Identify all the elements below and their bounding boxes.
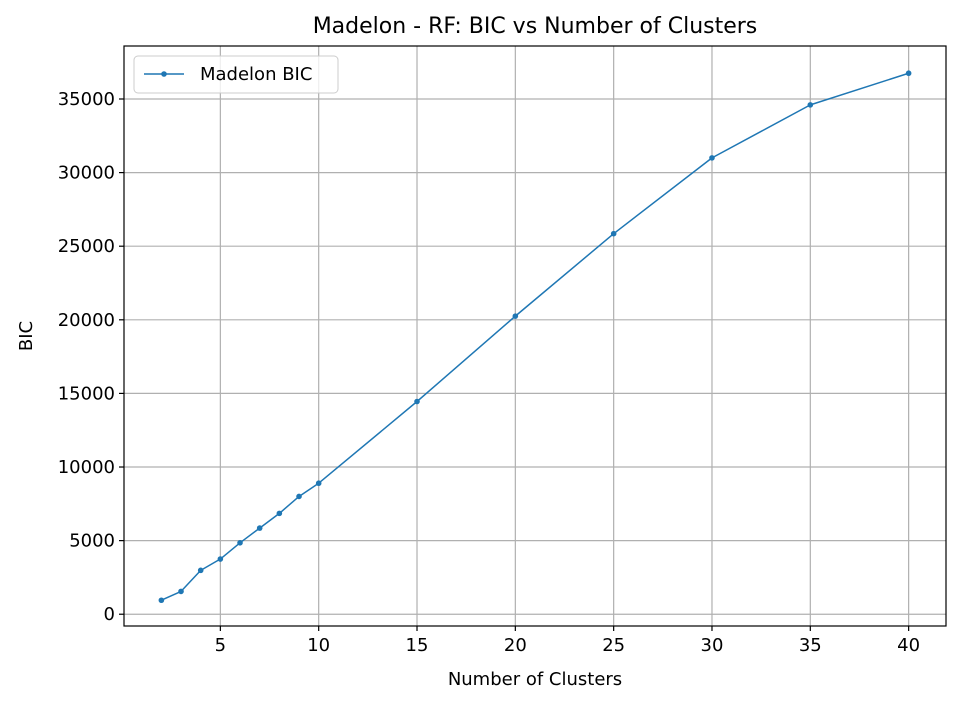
x-tick-label: 25 bbox=[602, 635, 625, 656]
x-tick-label: 35 bbox=[799, 635, 822, 656]
y-tick-label: 15000 bbox=[58, 383, 115, 404]
data-point bbox=[296, 493, 302, 500]
x-tick-label: 20 bbox=[504, 635, 527, 656]
legend-box bbox=[133, 55, 339, 94]
data-point bbox=[315, 480, 322, 487]
x-axis-label: Number of Clusters bbox=[448, 669, 622, 690]
data-point bbox=[512, 313, 519, 319]
y-tick-label: 5000 bbox=[69, 531, 115, 552]
y-tick-label: 0 bbox=[104, 604, 115, 625]
y-tick-label: 25000 bbox=[58, 236, 115, 257]
y-tick-label: 20000 bbox=[58, 310, 115, 331]
x-tick-label: 40 bbox=[897, 635, 920, 656]
data-point bbox=[807, 102, 814, 108]
data-point bbox=[905, 70, 912, 77]
data-point bbox=[237, 540, 243, 546]
plot-frame bbox=[123, 45, 947, 627]
y-tick-label: 30000 bbox=[58, 163, 115, 184]
x-tick-label: 30 bbox=[701, 635, 724, 656]
x-tick-label: 10 bbox=[307, 635, 330, 656]
chart-title: Madelon - RF: BIC vs Number of Clusters bbox=[313, 14, 758, 39]
data-point bbox=[414, 398, 420, 405]
x-tick-label: 15 bbox=[406, 635, 429, 656]
data-point bbox=[158, 597, 165, 604]
data-point bbox=[178, 588, 184, 595]
data-point bbox=[276, 510, 283, 517]
axes: 5 10 15 20 25 30 35 40 0 5000 10000 15000 20000 25000… bbox=[58, 89, 920, 656]
legend-marker bbox=[161, 71, 167, 77]
data-point bbox=[709, 155, 715, 161]
y-axis-label: BIC bbox=[16, 321, 37, 351]
data-point bbox=[217, 556, 224, 562]
legend: Madelon BIC bbox=[133, 55, 339, 94]
y-tick-label: 35000 bbox=[58, 89, 115, 110]
y-tick-label: 10000 bbox=[58, 457, 115, 478]
legend-label: Madelon BIC bbox=[200, 64, 312, 85]
series-layer bbox=[158, 70, 912, 604]
data-point bbox=[256, 525, 263, 531]
x-tick-label: 5 bbox=[215, 635, 226, 656]
data-point bbox=[610, 230, 617, 237]
data-point bbox=[197, 567, 204, 574]
grid bbox=[124, 46, 946, 626]
